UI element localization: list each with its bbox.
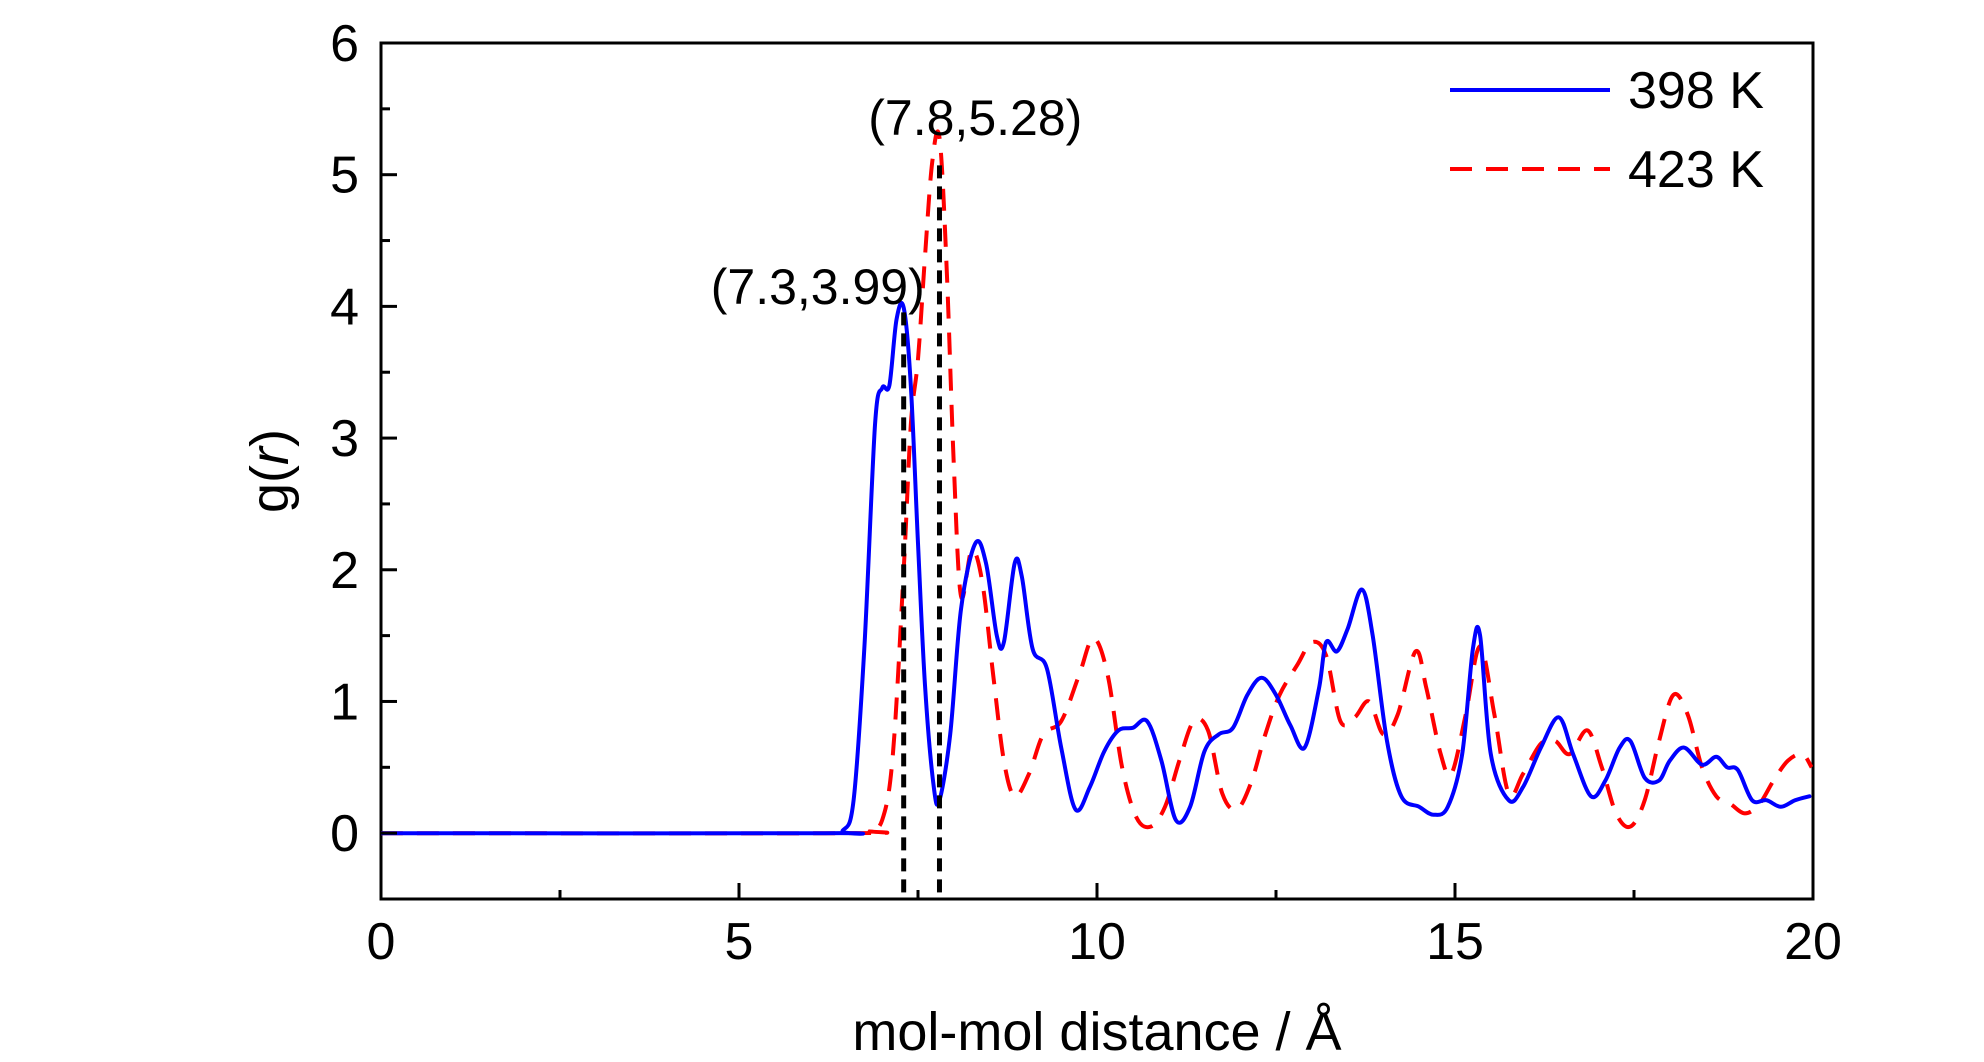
legend: 398 K 423 K [1450,62,1764,199]
y-axis-label-prefix: g( [240,465,300,513]
series-line-423k [381,129,1813,836]
x-tick-label: 10 [1068,913,1126,971]
y-tick-label: 5 [330,147,359,205]
y-axis-label-suffix: ) [240,429,300,447]
y-tick-label: 6 [330,15,359,73]
series-line-398k [381,301,1812,836]
legend-label-423k: 423 K [1628,141,1764,199]
x-tick-label: 15 [1426,913,1484,971]
y-tick-label: 2 [330,542,359,600]
y-tick-label: 1 [330,673,359,731]
y-tick-label: 4 [330,278,359,336]
x-axis-label: mol-mol distance / Å [852,1002,1341,1062]
x-tick-label: 5 [725,913,754,971]
y-tick-label: 3 [330,410,359,468]
peak-annotation-2: (7.8,5.28) [868,90,1082,146]
x-tick-label: 20 [1784,913,1842,971]
x-tick-label: 0 [367,913,396,971]
legend-label-398k: 398 K [1628,62,1764,120]
peak-annotation-1: (7.3,3.99) [711,259,925,315]
y-axis-label: g(r) [240,429,300,513]
y-axis-label-italic: r [240,445,300,465]
y-tick-label: 0 [330,805,359,863]
